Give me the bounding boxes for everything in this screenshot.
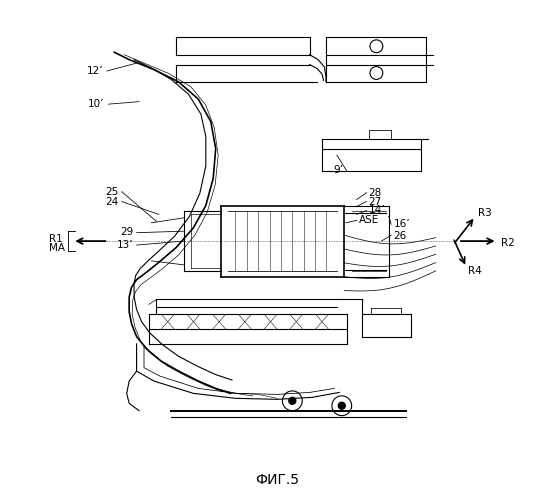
Text: 28: 28 xyxy=(369,188,382,198)
Text: ФИГ.5: ФИГ.5 xyxy=(255,474,300,488)
Text: 16’: 16’ xyxy=(393,220,410,230)
Text: ASE: ASE xyxy=(359,216,379,226)
Text: 29: 29 xyxy=(120,227,133,237)
Text: 26: 26 xyxy=(393,231,407,241)
Circle shape xyxy=(289,398,296,404)
Text: 27: 27 xyxy=(369,196,382,206)
Circle shape xyxy=(339,402,345,409)
Text: 24: 24 xyxy=(105,196,118,206)
Text: R1: R1 xyxy=(49,234,63,244)
Text: 9’: 9’ xyxy=(334,165,344,175)
Text: 10’: 10’ xyxy=(88,98,104,108)
Text: 12’: 12’ xyxy=(87,66,103,76)
Text: 13’: 13’ xyxy=(117,240,133,250)
Text: 25: 25 xyxy=(105,186,118,196)
Text: R2: R2 xyxy=(501,238,514,248)
Text: R4: R4 xyxy=(468,266,482,276)
Text: 14’: 14’ xyxy=(369,206,385,216)
Text: R3: R3 xyxy=(478,208,492,218)
Text: MA: MA xyxy=(49,243,65,253)
